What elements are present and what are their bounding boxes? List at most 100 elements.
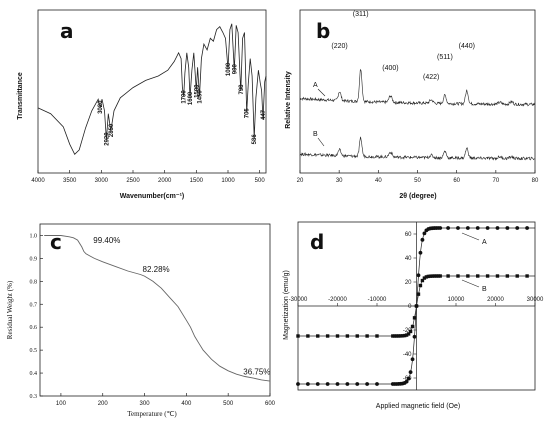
panel-d-series-B-point bbox=[355, 334, 359, 338]
panel-d-series-B-point bbox=[432, 274, 436, 278]
panel-d-series-B-point bbox=[485, 274, 490, 278]
panel-b-x-tick-label: 60 bbox=[453, 178, 460, 184]
panel-d-series-B-point bbox=[418, 283, 423, 288]
panel-d-series-A-point bbox=[418, 250, 423, 255]
panel-d-series-B-point bbox=[335, 334, 340, 338]
panel-a-x-tick-label: 4000 bbox=[31, 178, 45, 184]
panel-d-series-A-point bbox=[315, 382, 320, 386]
panel-d-series-B-point bbox=[438, 274, 442, 278]
panel-b-series bbox=[299, 68, 535, 161]
panel-c-x-tick-label: 200 bbox=[98, 401, 109, 407]
panel-d-series-B-point bbox=[515, 274, 519, 278]
panel-d-series-B-point bbox=[426, 274, 431, 279]
panel-c-y-tick-label: 0.7 bbox=[30, 302, 38, 308]
panel-d-series-B-point bbox=[306, 334, 310, 338]
panel-d-y-tick-label: -20 bbox=[403, 328, 412, 334]
panel-d-x-tick-label: -10000 bbox=[368, 297, 387, 303]
panel-d: d Magnetization (emu/g) Applied magnetic… bbox=[283, 221, 544, 410]
panel-c-x-tick-label: 600 bbox=[265, 401, 276, 407]
panel-c-ticks: 100 200 300 400 500 600 0.3 0.4 0.5 0.6 0.7 0.8 0.9 1… bbox=[30, 233, 276, 407]
panel-d-series-B-point bbox=[365, 334, 369, 338]
panel-b-series-b-pointer bbox=[317, 137, 325, 147]
panel-d-ticks: -30000-20000-10000100002000030000-60-40-… bbox=[289, 232, 544, 382]
panel-d-series-A-point bbox=[422, 231, 427, 236]
panel-d-series-A-point bbox=[325, 382, 330, 386]
panel-d-series-A-point bbox=[355, 382, 360, 386]
panel-c-y-tick-label: 0.9 bbox=[30, 256, 38, 262]
panel-a-peak-label: 2850 bbox=[109, 123, 115, 137]
panel-d-series-B-point bbox=[397, 334, 401, 338]
panel-d-series-A-point bbox=[365, 382, 370, 386]
panel-d-series-B-point bbox=[428, 274, 433, 278]
panel-b: b Relative Intensity 2θ (degree) 20 30 40 5… bbox=[285, 9, 539, 200]
panel-d-xlabel: Applied magnetic field (Oe) bbox=[376, 403, 460, 410]
panel-a-label: a bbox=[60, 19, 74, 43]
panel-d-series-A-point bbox=[406, 376, 411, 381]
panel-c-annotation: 36.75% bbox=[243, 368, 270, 377]
panel-d-series-B-point bbox=[402, 333, 407, 338]
panel-d-series-A-point bbox=[305, 382, 310, 386]
panel-d-series-B-point bbox=[430, 274, 434, 278]
panel-b-series-B-line bbox=[299, 136, 535, 161]
panel-d-ylabel: Magnetization (emu/g) bbox=[283, 270, 290, 340]
panel-d-y-tick-label: 20 bbox=[405, 280, 412, 286]
panel-a-peak-label: 1700 bbox=[182, 90, 188, 104]
panel-a-peak-label: 798 bbox=[239, 84, 245, 95]
panel-d-series-a-pointer bbox=[461, 232, 480, 241]
panel-d-series-a-label: A bbox=[482, 239, 487, 246]
panel-a-xlabel: Wavenumber(cm⁻¹) bbox=[120, 193, 185, 200]
panel-a-x-tick-label: 2000 bbox=[158, 178, 172, 184]
panel-d-series-B-point bbox=[408, 329, 413, 334]
panel-b-peak-label: (220) bbox=[331, 43, 347, 50]
panel-a-x-ticks: 4000 3500 3000 2500 2000 1500 1000 500 bbox=[31, 170, 265, 184]
panel-d-series-A-point bbox=[446, 226, 450, 230]
panel-d-label: d bbox=[310, 230, 324, 254]
panel-d-series-b-label: B bbox=[482, 286, 487, 293]
panel-d-series-A-point bbox=[485, 226, 490, 230]
panel-d-series-B-point bbox=[446, 274, 450, 278]
panel-b-peak-label: (511) bbox=[437, 54, 453, 61]
panel-d-series-B-point bbox=[391, 334, 395, 338]
panel-b-xlabel: 2θ (degree) bbox=[399, 193, 436, 200]
panel-d-series-A-point bbox=[505, 226, 510, 230]
panel-d-series-B-point bbox=[316, 334, 320, 338]
panel-c-annotations: 99.40% 82.28% 36.75% bbox=[93, 236, 270, 377]
panel-d-series-b-pointer bbox=[461, 279, 480, 288]
panel-d-x-tick-label: 10000 bbox=[448, 297, 465, 303]
panel-d-series-A-point bbox=[410, 357, 415, 362]
panel-d-series-A-point bbox=[345, 382, 350, 386]
panel-a-x-tick-label: 3500 bbox=[63, 178, 77, 184]
panel-b-ylabel: Relative Intensity bbox=[285, 71, 292, 129]
panel-b-label: b bbox=[316, 19, 330, 43]
panel-d-series-B-point bbox=[422, 276, 427, 280]
panel-c: c Residual Weight (%) Temperature (℃) 10… bbox=[6, 223, 276, 418]
panel-d-y-tick-label: -40 bbox=[403, 352, 412, 358]
panel-a-peak-label: 1450 bbox=[198, 90, 204, 104]
panel-b-series-a-pointer bbox=[317, 88, 326, 97]
panel-d-series-B-point bbox=[410, 324, 415, 329]
panel-d-series-B-point bbox=[525, 274, 529, 278]
panel-d-series-A-point bbox=[416, 273, 421, 278]
panel-d-series-B-point bbox=[296, 334, 300, 338]
panel-d-series-B-point bbox=[505, 274, 510, 278]
panel-c-y-tick-label: 0.3 bbox=[30, 394, 38, 400]
panel-d-series-B-point bbox=[399, 334, 403, 338]
panel-b-x-tick-label: 50 bbox=[414, 178, 421, 184]
panel-c-label: c bbox=[50, 230, 62, 254]
panel-a-spectrum-line bbox=[37, 23, 267, 155]
panel-d-y-tick-label: 0 bbox=[408, 304, 412, 310]
panel-d-x-tick-label: 20000 bbox=[487, 297, 504, 303]
panel-a-peak-label: 1600 bbox=[188, 91, 194, 105]
panel-d-series-B-point bbox=[420, 278, 425, 283]
panel-a-peak-label: 2920 bbox=[104, 132, 110, 146]
panel-a-peak-label: 1500 bbox=[194, 84, 200, 98]
panel-d-series-A-point bbox=[408, 370, 413, 375]
panel-d-series-A-point bbox=[375, 382, 379, 386]
panel-a-x-tick-label: 1000 bbox=[221, 178, 235, 184]
panel-d-series-A-point bbox=[335, 382, 340, 386]
panel-d-x-tick-label: -20000 bbox=[328, 297, 347, 303]
panel-c-y-tick-label: 0.8 bbox=[30, 279, 38, 285]
panel-d-series-B-point bbox=[406, 332, 411, 336]
panel-c-plot-frame bbox=[39, 223, 271, 397]
